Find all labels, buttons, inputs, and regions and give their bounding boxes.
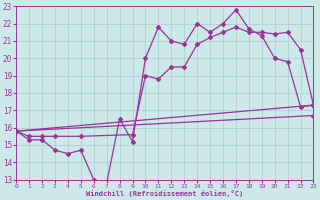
X-axis label: Windchill (Refroidissement éolien,°C): Windchill (Refroidissement éolien,°C) xyxy=(86,190,244,197)
